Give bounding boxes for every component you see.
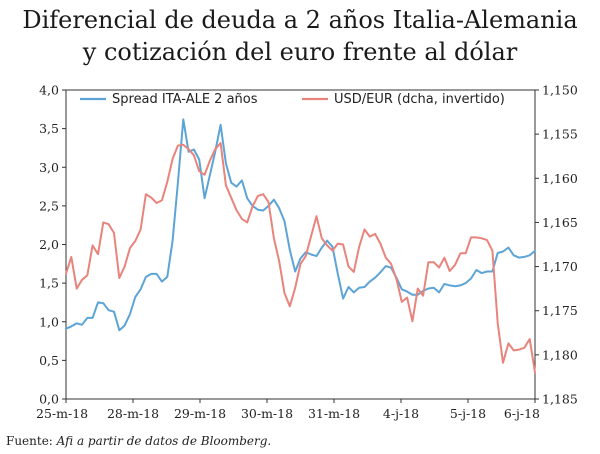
plot-frame [65,89,536,400]
left-tick-label: 4,0 [39,83,59,98]
x-tick-label: 31-m-18 [308,406,360,421]
right-tick-label: 1,185 [542,392,578,407]
legend-label-2: USD/EUR (dcha, invertido) [334,92,505,107]
x-tick-label: 29-m-18 [174,406,226,421]
left-tick-label: 0,5 [39,353,59,368]
source-prefix: Fuente: [6,434,57,448]
source-text: Afi a partir de datos de Bloomberg. [56,434,272,448]
left-tick-label: 1,5 [39,276,59,291]
right-tick-label: 1,180 [542,347,578,362]
left-tick-label: 3,0 [39,160,59,175]
right-tick-label: 1,165 [542,215,578,230]
right-tick-label: 1,170 [542,259,578,274]
series-line-1 [65,118,536,332]
right-tick-label: 1,155 [542,127,578,142]
x-tick-label: 28-m-18 [107,406,159,421]
legend-label-1: Spread ITA-ALE 2 años [112,92,258,107]
chart-title-line-1: Diferencial de deuda a 2 años Italia-Ale… [22,6,578,34]
right-tick-label: 1,150 [542,83,578,98]
chart-title-line-2: y cotización del euro frente al dólar [82,38,518,66]
left-tick-label: 2,0 [39,237,59,252]
x-tick-label: 5-j-18 [450,406,486,421]
x-tick-label: 6-j-18 [504,406,540,421]
x-tick-label: 25-m-18 [36,406,88,421]
x-tick-label: 30-m-18 [241,406,293,421]
right-tick-label: 1,175 [542,303,578,318]
left-tick-label: 2,5 [39,198,59,213]
source-note: Fuente: Afi a partir de datos de Bloombe… [6,434,271,448]
chart-title: Diferencial de deuda a 2 años Italia-Ale… [0,4,600,68]
x-tick-label: 4-j-18 [383,406,419,421]
left-tick-label: 0,0 [39,392,59,407]
series-line-2 [65,142,536,374]
left-tick-label: 1,0 [39,314,59,329]
right-tick-label: 1,160 [542,171,578,186]
left-tick-label: 3,5 [39,121,59,136]
